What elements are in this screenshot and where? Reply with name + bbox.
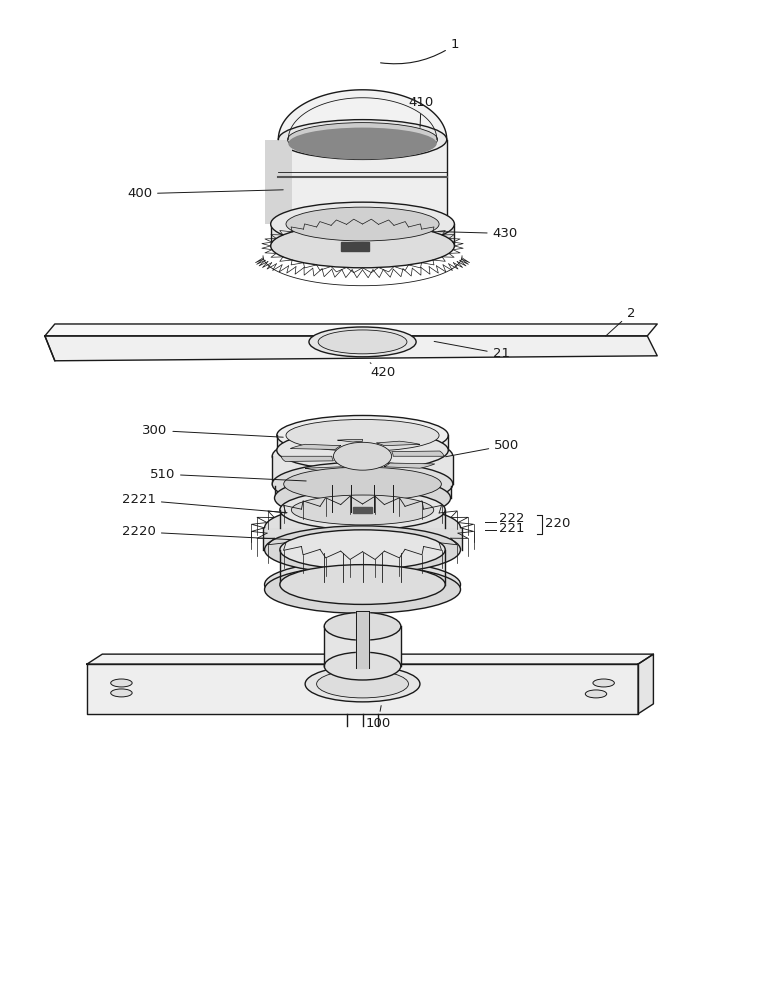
- Text: 410: 410: [409, 96, 434, 127]
- Polygon shape: [290, 444, 341, 449]
- Ellipse shape: [288, 128, 437, 159]
- Ellipse shape: [309, 327, 416, 357]
- Text: 220: 220: [545, 517, 570, 530]
- Polygon shape: [281, 456, 333, 461]
- Polygon shape: [353, 507, 372, 513]
- Polygon shape: [392, 451, 443, 456]
- Polygon shape: [272, 456, 453, 484]
- Polygon shape: [305, 467, 348, 471]
- Ellipse shape: [111, 689, 132, 697]
- Ellipse shape: [264, 561, 460, 608]
- Text: 420: 420: [370, 363, 396, 379]
- Text: 221: 221: [499, 522, 524, 535]
- Ellipse shape: [593, 679, 614, 687]
- Ellipse shape: [264, 566, 460, 613]
- Ellipse shape: [280, 565, 445, 604]
- Text: 510: 510: [150, 468, 306, 481]
- Text: 1: 1: [381, 38, 459, 64]
- Ellipse shape: [325, 612, 401, 640]
- Text: 2: 2: [606, 307, 635, 336]
- Polygon shape: [87, 664, 638, 714]
- Ellipse shape: [305, 666, 420, 702]
- Ellipse shape: [277, 415, 448, 455]
- Ellipse shape: [271, 224, 454, 268]
- Polygon shape: [638, 654, 653, 714]
- Text: 430: 430: [438, 227, 518, 240]
- Ellipse shape: [286, 419, 439, 451]
- Polygon shape: [280, 550, 445, 585]
- Ellipse shape: [291, 495, 434, 525]
- Text: 2221: 2221: [122, 493, 287, 513]
- Ellipse shape: [264, 504, 460, 552]
- Ellipse shape: [325, 652, 401, 680]
- Ellipse shape: [278, 120, 446, 159]
- Polygon shape: [278, 140, 446, 224]
- Polygon shape: [263, 528, 462, 550]
- Polygon shape: [274, 486, 450, 498]
- Ellipse shape: [288, 123, 438, 156]
- Polygon shape: [362, 470, 388, 473]
- Ellipse shape: [272, 434, 453, 478]
- Text: 300: 300: [142, 424, 283, 437]
- Ellipse shape: [277, 430, 448, 470]
- Polygon shape: [376, 441, 420, 446]
- Ellipse shape: [318, 330, 407, 354]
- Polygon shape: [45, 324, 657, 336]
- Text: 2220: 2220: [122, 525, 291, 540]
- Polygon shape: [325, 626, 401, 666]
- Polygon shape: [271, 224, 454, 246]
- Ellipse shape: [274, 476, 450, 520]
- Ellipse shape: [286, 207, 439, 241]
- Text: 21: 21: [434, 341, 510, 360]
- Ellipse shape: [280, 490, 445, 530]
- Text: 400: 400: [127, 187, 283, 200]
- Ellipse shape: [333, 442, 392, 470]
- Polygon shape: [45, 336, 657, 361]
- Ellipse shape: [271, 202, 454, 246]
- Ellipse shape: [111, 679, 132, 687]
- Polygon shape: [338, 439, 362, 442]
- Text: 100: 100: [365, 706, 390, 730]
- Ellipse shape: [278, 204, 446, 244]
- Polygon shape: [356, 611, 369, 668]
- Polygon shape: [87, 654, 653, 664]
- Polygon shape: [264, 140, 292, 224]
- Ellipse shape: [284, 467, 441, 501]
- Ellipse shape: [280, 530, 445, 570]
- Polygon shape: [341, 242, 369, 251]
- Ellipse shape: [317, 670, 409, 698]
- Polygon shape: [384, 463, 435, 468]
- Ellipse shape: [585, 690, 607, 698]
- Polygon shape: [277, 435, 448, 450]
- Text: 500: 500: [446, 439, 520, 457]
- Ellipse shape: [272, 462, 453, 506]
- Polygon shape: [278, 90, 446, 140]
- Text: 222: 222: [499, 512, 524, 525]
- Polygon shape: [280, 510, 445, 528]
- Ellipse shape: [264, 526, 460, 574]
